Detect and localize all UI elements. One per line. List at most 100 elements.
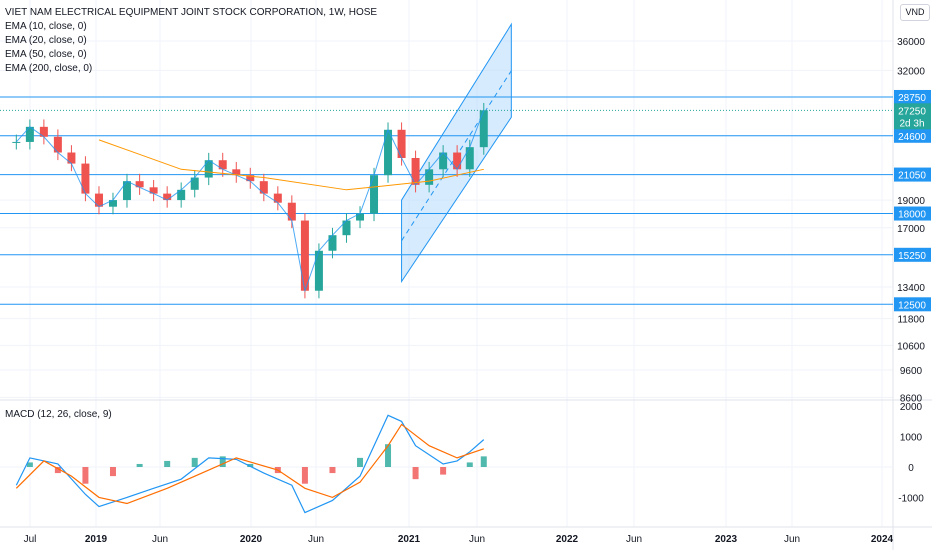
candle-body: [314, 250, 323, 291]
chart-title: VIET NAM ELECTRICAL EQUIPMENT JOINT STOC…: [5, 7, 378, 18]
indicator-ema-200[interactable]: EMA (200, close, 0): [5, 63, 93, 74]
indicator-ema-50[interactable]: EMA (50, close, 0): [5, 49, 87, 60]
candle-body: [425, 169, 434, 185]
level-label-bg: [894, 206, 931, 221]
currency-button[interactable]: VND: [900, 4, 930, 21]
candle-body: [439, 152, 448, 170]
candle-body: [411, 157, 420, 185]
ema-lines: [15, 110, 485, 293]
bar-countdown: 2d 3h: [899, 118, 924, 129]
level-label: 24600: [898, 132, 926, 143]
time-axis-tick: Jun: [626, 534, 642, 545]
macd-histogram-bar: [357, 457, 364, 467]
level-label: 18000: [898, 210, 926, 221]
time-axis-tick: Jun: [784, 534, 800, 545]
macd-histogram-bar: [109, 467, 116, 477]
macd-histogram-bar: [136, 463, 143, 467]
macd-axis-tick: 2000: [900, 402, 923, 413]
candle-body: [465, 147, 474, 170]
macd-histogram-bar: [247, 463, 254, 467]
time-axis-tick: Jun: [469, 534, 485, 545]
candle-body: [397, 129, 406, 158]
macd-axis-tick: 1000: [900, 433, 923, 444]
last-price-label-bg: [894, 103, 931, 130]
macd-pane: [0, 414, 893, 514]
candle-body: [287, 202, 296, 221]
candle-body: [39, 126, 48, 137]
candle-body: [479, 110, 488, 148]
candle-body: [273, 193, 282, 203]
candle-body: [370, 175, 379, 214]
candle-body: [218, 160, 227, 170]
price-axis-tick: 17000: [897, 224, 925, 235]
candle-body: [246, 175, 255, 182]
level-label-bg: [894, 128, 931, 143]
macd-histogram-bar: [54, 467, 61, 474]
macd-histogram-bar: [219, 456, 226, 467]
time-axis-tick: Jun: [308, 534, 324, 545]
time-axis-tick: 2023: [715, 534, 738, 545]
candle-body: [135, 181, 144, 188]
level-label: 28750: [898, 93, 926, 104]
candle-body: [177, 189, 186, 201]
macd-line: [15, 414, 485, 514]
time-axis-tick: 2021: [398, 534, 421, 545]
macd-histogram-bar: [164, 460, 171, 467]
price-axis-tick: 8600: [900, 393, 923, 404]
macd-axis-tick: -1000: [898, 493, 924, 504]
candle-body: [149, 187, 158, 194]
axes: 36000 32000 19000 17000 13400 11800 10600 9600 8…: [24, 37, 926, 545]
macd-histogram-bar: [329, 467, 336, 474]
candle-body: [190, 177, 199, 190]
candle-body: [453, 152, 462, 170]
price-axis-tick: 13400: [897, 283, 925, 294]
macd-histogram-bar: [26, 462, 33, 467]
level-label-bg: [894, 297, 931, 312]
macd-histogram-bar: [191, 457, 198, 467]
time-axis-tick: 2019: [85, 534, 108, 545]
candle-body: [342, 220, 351, 236]
level-label: 15250: [898, 251, 926, 262]
indicator-ema-20[interactable]: EMA (20, close, 0): [5, 35, 87, 46]
level-label-bg: [894, 247, 931, 262]
candle-body: [384, 129, 393, 176]
price-axis-tick: 10600: [897, 341, 925, 352]
macd-label[interactable]: MACD (12, 26, close, 9): [5, 409, 112, 420]
candle-body: [259, 181, 268, 194]
level-label-bg: [894, 167, 931, 182]
price-axis-tick: 11800: [897, 315, 925, 326]
level-label-bg: [894, 89, 931, 104]
macd-histogram-bar: [301, 467, 308, 484]
ema-200-line: [98, 139, 484, 191]
candle-body: [67, 152, 76, 164]
candle-body: [163, 193, 172, 201]
price-axis-tick: 9600: [900, 366, 923, 377]
signal-line: [15, 423, 484, 505]
last-price-label: 27250: [898, 106, 926, 117]
time-axis-tick: Jul: [24, 534, 37, 545]
price-axis-tick: 32000: [897, 66, 925, 77]
level-label: 21050: [898, 171, 926, 182]
price-axis-tick: 36000: [897, 37, 925, 48]
level-label: 12500: [898, 300, 926, 311]
indicator-ema-10[interactable]: EMA (10, close, 0): [5, 21, 87, 32]
macd-histogram-bar: [82, 467, 89, 484]
candle-body: [108, 200, 117, 207]
macd-axis-tick: 0: [908, 463, 914, 474]
candle-body: [94, 193, 103, 207]
time-axis-tick: Jun: [152, 534, 168, 545]
candle-body: [204, 160, 213, 178]
time-axis-tick: 2022: [556, 534, 579, 545]
price-axis-tick: 19000: [897, 196, 925, 207]
candle-body: [356, 213, 365, 221]
macd-histogram-bar: [466, 462, 473, 467]
time-axis-tick: 2024: [871, 534, 894, 545]
candle-body: [300, 220, 309, 291]
candle-body: [25, 126, 34, 142]
ema-short-line: [15, 110, 485, 293]
candle-body: [232, 169, 241, 176]
macd-histogram-bar: [385, 444, 392, 467]
